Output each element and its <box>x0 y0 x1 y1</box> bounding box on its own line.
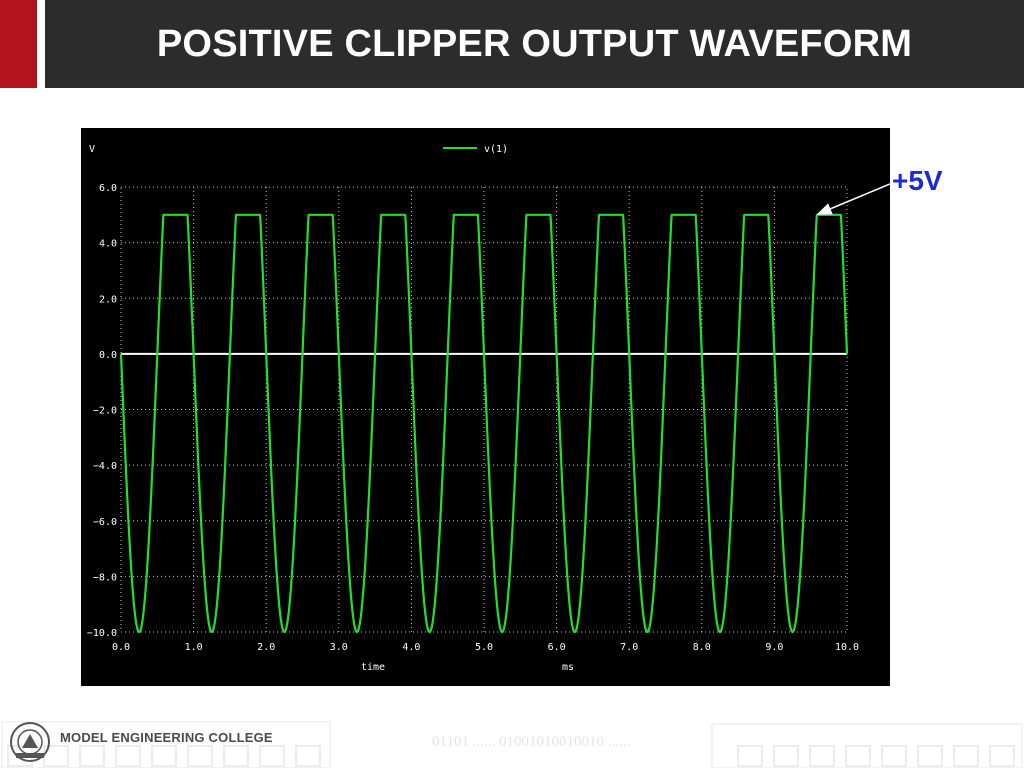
waveform-chart-svg: 0.0 1.0 2.0 3.0 4.0 5.0 6.0 7.0 8.0 9.0 10.0 6.0 4.0… <box>87 144 859 673</box>
x-tick-label: 2.0 <box>257 642 275 653</box>
x-tick-label: 9.0 <box>765 642 783 653</box>
y-tick-label: −4.0 <box>93 461 117 472</box>
footer: MODEL ENGINEERING COLLEGE 01101 ...... 0… <box>0 712 1024 768</box>
y-tick-label: 0.0 <box>99 350 117 361</box>
x-tick-label: 10.0 <box>835 642 859 653</box>
x-tick-label: 8.0 <box>693 642 711 653</box>
x-axis-label: time <box>361 662 385 673</box>
y-tick-label: 4.0 <box>99 239 117 250</box>
y-tick-label: −6.0 <box>93 517 117 528</box>
header-bar: POSITIVE CLIPPER OUTPUT WAVEFORM <box>45 0 1024 88</box>
x-tick-label: 6.0 <box>548 642 566 653</box>
x-tick-label: 4.0 <box>402 642 420 653</box>
y-tick-label: 6.0 <box>99 183 117 194</box>
x-tick-label: 5.0 <box>475 642 493 653</box>
slide-title: POSITIVE CLIPPER OUTPUT WAVEFORM <box>156 22 913 65</box>
header-gap <box>37 0 45 88</box>
clip-level-annotation: +5V <box>892 165 943 196</box>
x-tick-label: 0.0 <box>112 642 130 653</box>
legend-label: v(1) <box>484 144 508 155</box>
college-name: MODEL ENGINEERING COLLEGE <box>60 730 273 745</box>
y-axis-label: V <box>89 144 95 155</box>
college-logo-icon <box>10 722 50 762</box>
x-tick-label: 1.0 <box>185 642 203 653</box>
y-tick-label: −2.0 <box>93 406 117 417</box>
header-accent <box>0 0 37 88</box>
binary-watermark: 01101 ...... 01001010010010 ...... <box>432 734 631 750</box>
x-tick-label: 3.0 <box>330 642 348 653</box>
y-tick-label: −10.0 <box>87 628 117 639</box>
series-line-v1 <box>119 213 849 634</box>
x-tick-label: 7.0 <box>620 642 638 653</box>
footer-decoration <box>1 721 1023 768</box>
x-unit-label: ms <box>562 662 574 673</box>
plot-border <box>120 186 848 633</box>
y-tick-label: 2.0 <box>99 294 117 305</box>
waveform-plot: 0.0 1.0 2.0 3.0 4.0 5.0 6.0 7.0 8.0 9.0 10.0 6.0 4.0… <box>81 128 890 686</box>
y-tick-label: −8.0 <box>93 572 117 583</box>
